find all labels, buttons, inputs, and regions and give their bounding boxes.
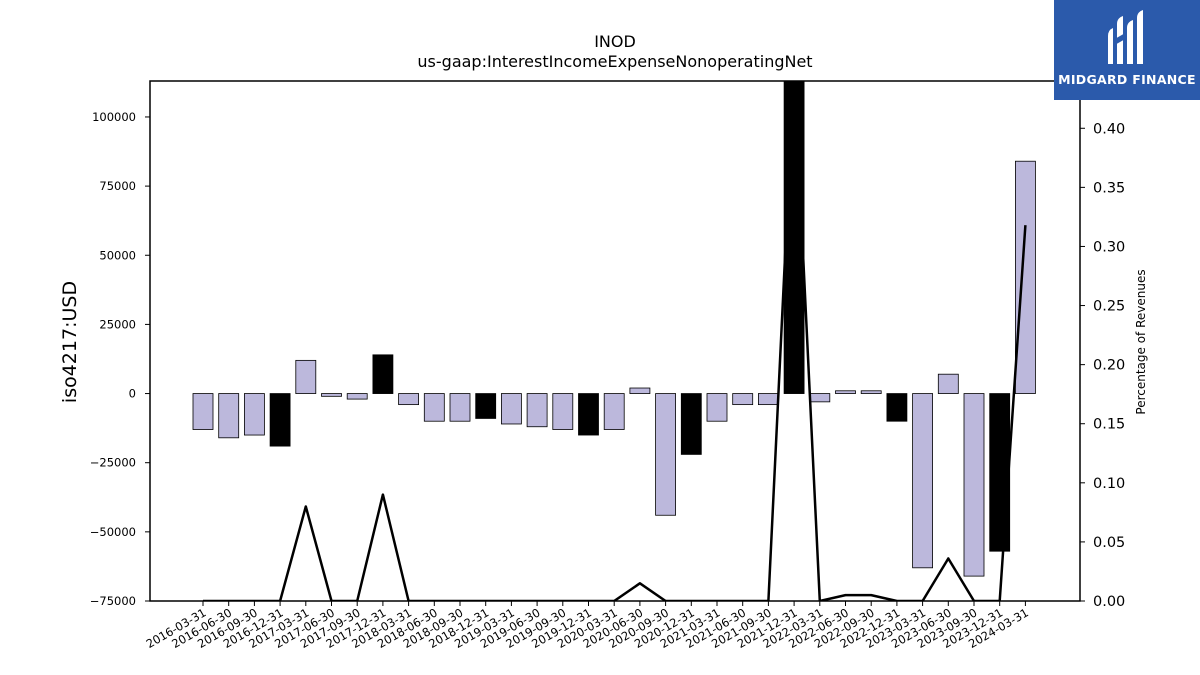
plot-frame bbox=[149, 80, 1081, 602]
bar-2019-03-31 bbox=[500, 393, 522, 425]
y-tick-label: 50000 bbox=[99, 248, 136, 262]
bar-2022-09-30 bbox=[860, 390, 882, 394]
y-tick-label: −25000 bbox=[90, 456, 136, 470]
bar-2023-06-30 bbox=[937, 373, 959, 394]
bar-2020-12-31 bbox=[680, 393, 702, 455]
y-right-tick-label: 0.15 bbox=[1093, 417, 1125, 433]
chart-title: INOD bbox=[594, 32, 636, 51]
bar-2022-12-31 bbox=[886, 393, 908, 422]
y-right-tick-label: 0.30 bbox=[1093, 239, 1125, 255]
bar-2016-06-30 bbox=[218, 393, 240, 439]
bar-2017-12-31 bbox=[372, 354, 394, 394]
midgard-logo-icon bbox=[1108, 10, 1143, 64]
y-axis-label-right: Percentage of Revenues bbox=[1134, 269, 1148, 415]
y-tick-label: 100000 bbox=[92, 110, 136, 124]
bar-2016-03-31 bbox=[192, 393, 214, 430]
y-tick-label: −50000 bbox=[90, 525, 136, 539]
y-tick-label: 25000 bbox=[99, 317, 136, 331]
bar-2022-03-31 bbox=[809, 393, 831, 403]
bar-2023-12-31 bbox=[989, 393, 1011, 552]
bar-2018-03-31 bbox=[398, 393, 420, 406]
y-right-tick-label: 0.05 bbox=[1093, 535, 1125, 551]
brand-logo: MIDGARD FINANCE bbox=[1054, 0, 1200, 100]
bar-2018-09-30 bbox=[449, 393, 471, 422]
bar-2020-09-30 bbox=[655, 393, 676, 516]
y-right-tick-label: 0.40 bbox=[1093, 121, 1125, 137]
y-axis-label-left: iso4217:USD bbox=[59, 280, 81, 404]
y-right-tick-label: 0.25 bbox=[1093, 299, 1125, 315]
bar-2021-06-30 bbox=[732, 393, 754, 406]
bar-2017-09-30 bbox=[346, 393, 368, 400]
y-right-tick-label: 0.00 bbox=[1093, 594, 1125, 610]
bar-2020-03-31 bbox=[603, 393, 625, 430]
bar-2016-09-30 bbox=[243, 393, 265, 436]
brand-name: MIDGARD FINANCE bbox=[1058, 72, 1196, 87]
y-tick-label: 0 bbox=[129, 387, 136, 401]
bars-layer bbox=[192, 81, 1036, 577]
y-tick-label: 75000 bbox=[99, 179, 136, 193]
bar-2018-06-30 bbox=[423, 393, 445, 422]
y-right-tick-label: 0.10 bbox=[1093, 476, 1125, 492]
bar-2022-06-30 bbox=[835, 390, 856, 394]
bar-2021-09-30 bbox=[758, 393, 779, 406]
bar-2019-12-31 bbox=[578, 393, 599, 436]
bar-2019-09-30 bbox=[552, 393, 574, 430]
axes-layer: −75000 −50000 −25000 0 25000 50000 75000 100000… bbox=[90, 80, 1125, 651]
bar-2018-12-31 bbox=[475, 393, 497, 419]
percentage-line bbox=[203, 81, 1027, 601]
bar-2023-03-31 bbox=[912, 393, 933, 569]
line-layer bbox=[203, 81, 1027, 601]
bar-2024-03-31 bbox=[1015, 160, 1036, 394]
bar-2017-06-30 bbox=[321, 393, 342, 397]
y-right-tick-label: 0.35 bbox=[1093, 180, 1125, 196]
y-tick-label: −75000 bbox=[90, 594, 136, 608]
bar-2021-03-31 bbox=[706, 393, 728, 422]
y-right-tick-label: 0.20 bbox=[1093, 358, 1125, 374]
bar-2019-06-30 bbox=[526, 393, 548, 428]
chart-subtitle: us-gaap:InterestIncomeExpenseNonoperatin… bbox=[417, 52, 813, 71]
bar-2020-06-30 bbox=[629, 387, 651, 394]
bar-2017-03-31 bbox=[295, 359, 317, 394]
bar-2023-09-30 bbox=[963, 393, 985, 577]
bar-2016-12-31 bbox=[269, 393, 291, 447]
